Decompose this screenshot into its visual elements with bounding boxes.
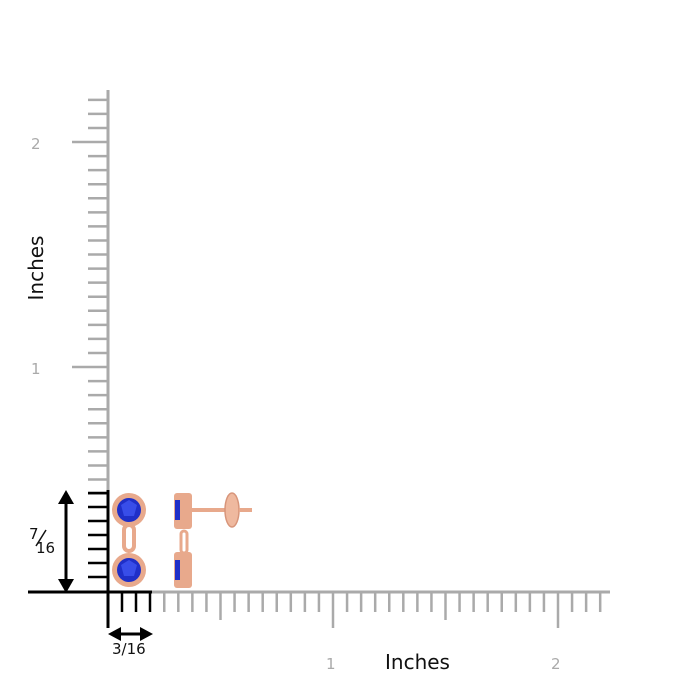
- height-fraction-denominator: 16: [36, 539, 56, 557]
- y-axis-title: Inches: [24, 235, 48, 301]
- width-label: 3/16: [112, 640, 146, 658]
- y-axis-ticks: [72, 90, 110, 495]
- height-arrow: [58, 490, 74, 593]
- height-fraction-numerator: 7: [29, 525, 39, 543]
- y-tick-label-1: 1: [31, 360, 41, 378]
- x-axis-ticks: [152, 590, 610, 628]
- product-width-ticks: [120, 592, 152, 612]
- height-fraction-slash: [35, 529, 47, 547]
- product-height-ticks: [88, 491, 108, 579]
- y-tick-label-2: 2: [31, 135, 41, 153]
- earring-side-view: [174, 492, 252, 588]
- x-tick-label-2: 2: [551, 655, 561, 673]
- x-axis-title: Inches: [385, 650, 450, 674]
- earring-front-view: [112, 493, 146, 587]
- x-tick-label-1: 1: [326, 655, 336, 673]
- width-arrow: [108, 627, 153, 641]
